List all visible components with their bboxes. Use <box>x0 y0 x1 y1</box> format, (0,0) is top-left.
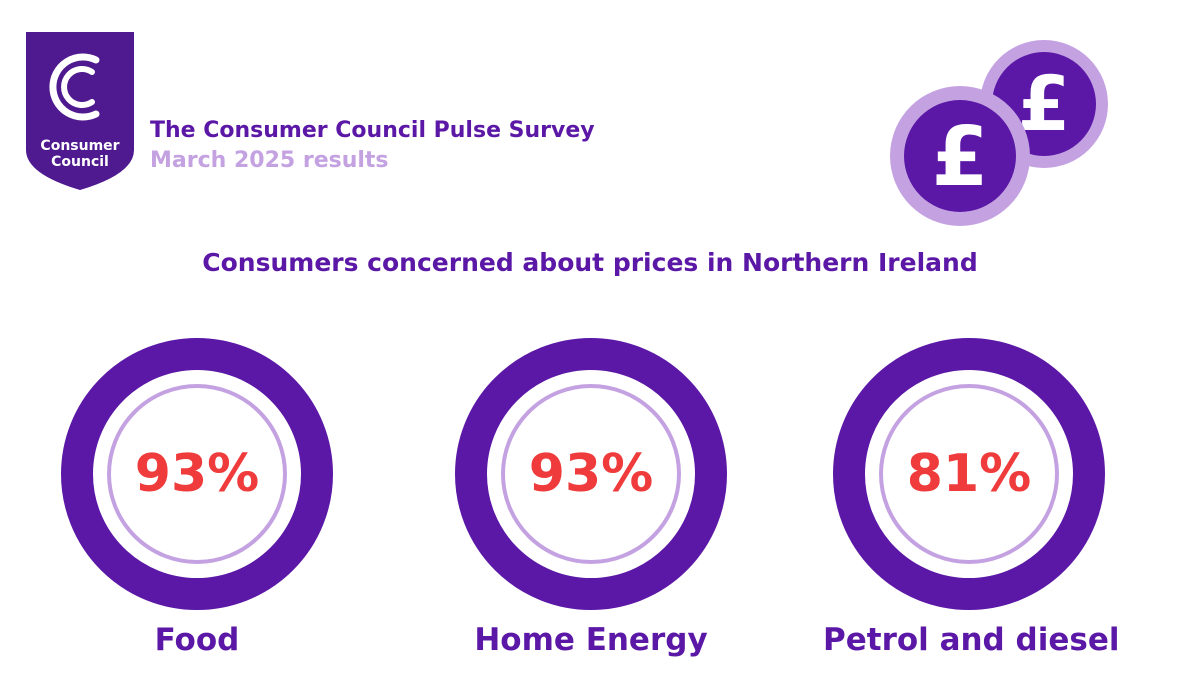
chart-heading: Consumers concerned about prices in Nort… <box>202 248 978 277</box>
stat-ring <box>833 338 1105 610</box>
svg-text:£: £ <box>1018 59 1071 148</box>
svg-text:£: £ <box>931 110 988 205</box>
stat-ring <box>61 338 333 610</box>
stat-label: Home Energy <box>474 622 708 658</box>
survey-title: The Consumer Council Pulse Survey <box>150 118 595 143</box>
stat-value: 93% <box>134 444 260 504</box>
logo-text-line2: Council <box>51 154 109 170</box>
stat-petrol-diesel: 81% <box>833 338 1105 610</box>
stat-value: 93% <box>528 444 654 504</box>
logo-shield <box>26 32 134 190</box>
stat-value: 81% <box>906 444 1032 504</box>
stat-food: 93% <box>61 338 333 610</box>
stat-ring <box>455 338 727 610</box>
consumer-council-logo: Consumer Council <box>26 32 134 190</box>
pound-coins-icon: £ £ <box>888 40 1128 230</box>
stat-label: Petrol and diesel <box>823 622 1120 658</box>
logo-text-line1: Consumer <box>40 138 120 154</box>
stat-label: Food <box>154 622 240 658</box>
survey-subtitle: March 2025 results <box>150 148 389 173</box>
stat-home-energy: 93% <box>455 338 727 610</box>
